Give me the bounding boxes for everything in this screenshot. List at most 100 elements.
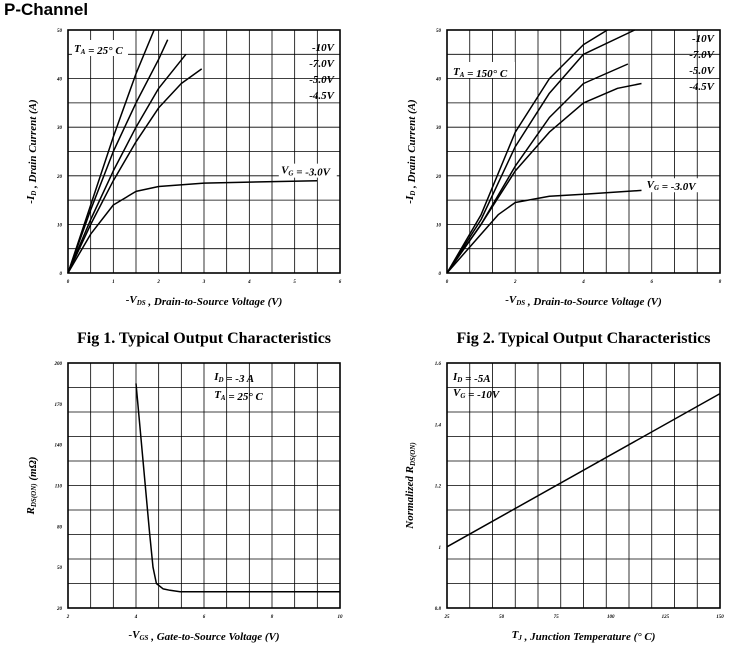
x-tick-label: 0 [67, 280, 70, 285]
x-tick-label: 0 [446, 280, 449, 285]
y-axis-label: Normalized RDS(ON) [404, 442, 417, 529]
series-line [446, 29, 636, 274]
chart-1: 0 1 2 3 4 5 6 0 10 20 30 40 50 -VDS , Drain-to-Source… [25, 29, 342, 347]
x-tick-label: 4 [134, 615, 138, 620]
y-tick-label: 0 [60, 272, 63, 277]
condition-label: TA = 150° C [453, 66, 508, 80]
y-tick-label: 50 [57, 29, 63, 34]
chart-3: 2 4 6 8 10 20 50 80 110 140 170 200 -VGS , Gate-to-S… [25, 362, 343, 643]
legend-label: -10V [692, 33, 716, 45]
plot-frame [446, 29, 721, 274]
x-tick-label: 5 [293, 280, 296, 285]
y-tick-label: 50 [57, 566, 63, 571]
y-tick-label: 80 [57, 525, 63, 530]
condition-box [72, 40, 128, 56]
y-axis-label: -ID , Drain Current (A) [404, 99, 418, 203]
vg-label: VG = -3.0V [281, 164, 332, 178]
series-line [67, 53, 187, 274]
x-tick-label: 2 [156, 280, 160, 285]
series-line [446, 82, 642, 274]
condition-box [451, 62, 515, 78]
series-line [67, 179, 318, 274]
y-tick-label: 20 [56, 607, 63, 612]
x-tick-label: 6 [339, 280, 342, 285]
x-tick-label: 50 [499, 615, 505, 620]
x-tick-label: 125 [662, 615, 670, 620]
x-axis-label: -VGS , Gate-to-Source Voltage (V) [128, 629, 279, 643]
series-line [446, 29, 608, 274]
series-line [67, 68, 203, 274]
x-axis-label: -VDS , Drain-to-Source Voltage (V) [505, 294, 662, 308]
x-tick-label: 4 [581, 280, 585, 285]
x-tick-label: 1 [112, 280, 115, 285]
x-tick-label: 8 [719, 280, 722, 285]
y-tick-label: 1 [439, 546, 442, 551]
plot-frame [67, 29, 341, 274]
condition-label: ID = -5A [452, 371, 491, 385]
x-tick-label: 3 [202, 280, 206, 285]
figure-caption: Fig 1. Typical Output Characteristics [77, 330, 331, 347]
page-title: P-Channel [4, 0, 89, 19]
legend-label: -5.0V [309, 74, 335, 86]
y-tick-label: 200 [54, 362, 63, 367]
y-tick-label: 20 [435, 175, 442, 180]
y-tick-label: 30 [435, 126, 442, 131]
y-tick-label: 0.8 [435, 607, 442, 612]
x-tick-label: 2 [513, 280, 517, 285]
y-tick-label: 20 [56, 175, 63, 180]
series-line [135, 383, 340, 593]
legend-label: -4.5V [689, 81, 715, 93]
condition-label: ID = -3 A [213, 371, 254, 385]
x-tick-label: 6 [203, 615, 206, 620]
condition-label: TA = 25° C [74, 43, 123, 57]
x-tick-label: 8 [271, 615, 274, 620]
y-tick-label: 140 [55, 444, 63, 449]
y-axis-label: RDS(ON) (mΩ) [25, 457, 39, 516]
x-axis-label: -VDS , Drain-to-Source Voltage (V) [126, 294, 283, 308]
grid [447, 363, 720, 608]
x-axis-label: TJ , Junction Temperature (° C) [512, 629, 656, 643]
y-tick-label: 170 [55, 403, 63, 408]
y-axis-label: -ID , Drain Current (A) [25, 99, 39, 203]
y-tick-label: 10 [436, 223, 442, 228]
x-tick-label: 100 [607, 615, 615, 620]
y-tick-label: 1.6 [435, 362, 442, 367]
legend-label: -7.0V [309, 58, 335, 70]
y-tick-label: 0 [439, 272, 442, 277]
figure-caption: Fig 2. Typical Output Characteristics [456, 330, 710, 347]
vg-label: VG = -3.0V [647, 179, 698, 193]
y-tick-label: 40 [56, 78, 63, 83]
vg-box [644, 178, 705, 193]
grid [68, 363, 340, 608]
x-tick-label: 2 [66, 615, 70, 620]
chart-2: 0 2 4 6 8 0 10 20 30 40 50 -VDS , Drain-to-Source V… [404, 29, 722, 347]
y-tick-label: 10 [57, 223, 63, 228]
y-tick-label: 110 [55, 485, 63, 490]
x-tick-label: 10 [338, 615, 344, 620]
x-tick-label: 25 [444, 615, 451, 620]
legend-label: -7.0V [689, 49, 715, 61]
plot-frame [67, 362, 341, 609]
y-tick-label: 30 [56, 126, 63, 131]
y-tick-label: 50 [436, 29, 442, 34]
y-tick-label: 1.2 [435, 485, 442, 490]
legend-label: -5.0V [689, 65, 715, 77]
y-tick-label: 1.4 [435, 423, 442, 428]
series-line [67, 39, 169, 274]
legend-label: -10V [312, 42, 336, 54]
series-line [446, 189, 642, 274]
condition-label: TA = 25° C [214, 389, 263, 403]
x-tick-label: 4 [247, 280, 251, 285]
x-tick-label: 75 [554, 615, 560, 620]
plot-frame [446, 362, 721, 609]
series-line [67, 29, 155, 274]
grid [447, 30, 720, 273]
y-tick-label: 40 [435, 78, 442, 83]
vg-box [278, 163, 337, 178]
x-tick-label: 150 [716, 615, 724, 620]
x-tick-label: 6 [651, 280, 654, 285]
condition-label: VG = -10V [453, 387, 501, 401]
legend-label: -4.5V [309, 90, 335, 102]
